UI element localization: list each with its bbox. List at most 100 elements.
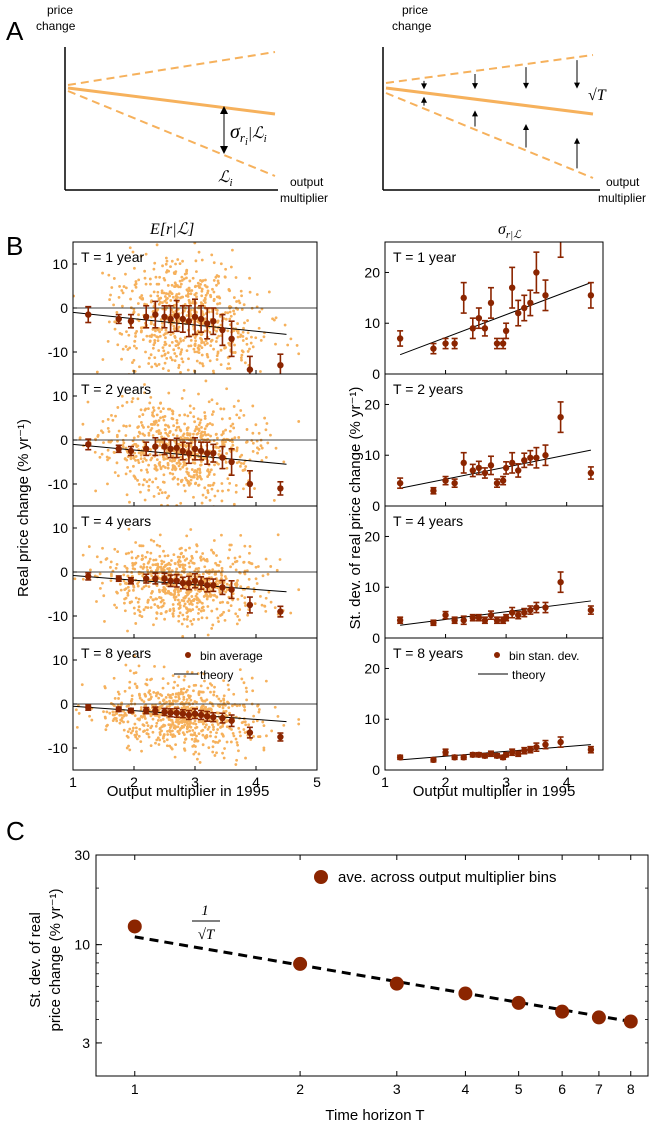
panel-b-right-title: σr|ℒ <box>498 221 522 241</box>
raw-data-point <box>168 608 172 611</box>
bin-point <box>179 579 186 587</box>
raw-data-point <box>138 727 142 731</box>
raw-data-point <box>205 341 209 345</box>
raw-data-point <box>272 499 276 502</box>
bin-point <box>442 477 449 484</box>
raw-data-point <box>255 293 259 296</box>
raw-data-point <box>216 295 220 299</box>
raw-data-point <box>131 561 135 565</box>
raw-data-point <box>169 265 172 269</box>
raw-data-point <box>181 563 185 567</box>
raw-data-point <box>88 714 91 718</box>
raw-data-point <box>247 577 251 581</box>
raw-data-point <box>224 346 228 349</box>
raw-data-point <box>186 414 190 418</box>
raw-data-point <box>231 562 235 566</box>
raw-data-point <box>233 556 237 560</box>
raw-data-point <box>137 482 141 486</box>
raw-data-point <box>107 320 111 324</box>
raw-data-point <box>184 606 188 610</box>
raw-data-point <box>206 489 210 492</box>
raw-data-point <box>236 322 239 325</box>
raw-data-point <box>139 490 142 494</box>
raw-data-point <box>240 358 243 362</box>
raw-data-point <box>231 422 235 426</box>
raw-data-point <box>255 305 259 309</box>
raw-data-point <box>224 460 228 464</box>
panel-a-sqrt-t-label: √T <box>588 87 607 104</box>
raw-data-point <box>134 622 138 625</box>
raw-data-point <box>149 726 153 730</box>
raw-data-point <box>210 487 214 491</box>
raw-data-point <box>180 479 183 482</box>
raw-data-point <box>157 406 161 410</box>
bin-point <box>228 458 235 466</box>
raw-data-point <box>232 309 235 313</box>
raw-data-point <box>282 724 286 727</box>
bin-point <box>219 714 226 722</box>
raw-data-point <box>185 467 189 471</box>
raw-data-point <box>200 501 204 505</box>
raw-data-point <box>148 401 152 405</box>
raw-data-point <box>194 291 198 295</box>
raw-data-point <box>182 389 186 392</box>
raw-data-point <box>173 352 177 355</box>
raw-data-point <box>193 242 197 245</box>
raw-data-point <box>152 623 155 627</box>
raw-data-point <box>126 593 130 597</box>
raw-data-point <box>158 453 162 457</box>
raw-data-point <box>255 394 258 397</box>
raw-data-point <box>178 611 182 615</box>
raw-data-point <box>213 593 216 597</box>
raw-data-point <box>219 363 223 366</box>
raw-data-point <box>143 368 146 371</box>
raw-data-point <box>182 461 186 465</box>
raw-data-point <box>243 467 247 471</box>
raw-data-point <box>243 708 247 712</box>
raw-data-point <box>172 348 176 352</box>
bin-point <box>508 459 516 467</box>
bin-point <box>587 292 595 299</box>
raw-data-point <box>222 710 226 713</box>
raw-data-point <box>192 407 196 410</box>
raw-data-point <box>93 450 97 454</box>
raw-data-point <box>183 422 187 426</box>
raw-data-point <box>206 433 210 437</box>
raw-data-point <box>209 339 213 343</box>
raw-data-point <box>169 694 172 697</box>
raw-data-point <box>207 725 211 729</box>
raw-data-point <box>128 727 132 731</box>
bin-point <box>451 340 458 347</box>
bin-point <box>542 741 549 748</box>
raw-data-point <box>220 573 224 577</box>
raw-data-point <box>122 720 125 724</box>
raw-data-point <box>148 340 152 343</box>
raw-data-point <box>107 273 111 277</box>
raw-data-point <box>181 731 185 735</box>
y-tick-label: 0 <box>372 366 380 382</box>
raw-data-point <box>271 317 274 321</box>
bin-point <box>533 604 540 611</box>
raw-data-point <box>212 290 216 294</box>
raw-data-point <box>130 694 134 698</box>
bin-point <box>161 575 168 582</box>
raw-data-point <box>220 533 223 537</box>
raw-data-point <box>194 722 198 726</box>
bin-point <box>246 480 254 488</box>
raw-data-point <box>195 425 198 429</box>
raw-data-point <box>103 620 106 623</box>
raw-data-point <box>208 330 212 334</box>
raw-data-point <box>151 510 154 513</box>
raw-data-point <box>183 413 187 417</box>
raw-data-point <box>183 307 187 310</box>
bin-point <box>521 457 528 464</box>
raw-data-point <box>112 676 116 680</box>
annotation-numerator: 1 <box>201 903 209 919</box>
raw-data-point <box>264 428 268 432</box>
raw-data-point <box>171 433 175 437</box>
raw-data-point <box>234 490 238 494</box>
x-tick-label: 5 <box>313 774 321 790</box>
raw-data-point <box>199 460 203 463</box>
raw-data-point <box>81 422 85 426</box>
raw-data-point <box>73 294 76 298</box>
